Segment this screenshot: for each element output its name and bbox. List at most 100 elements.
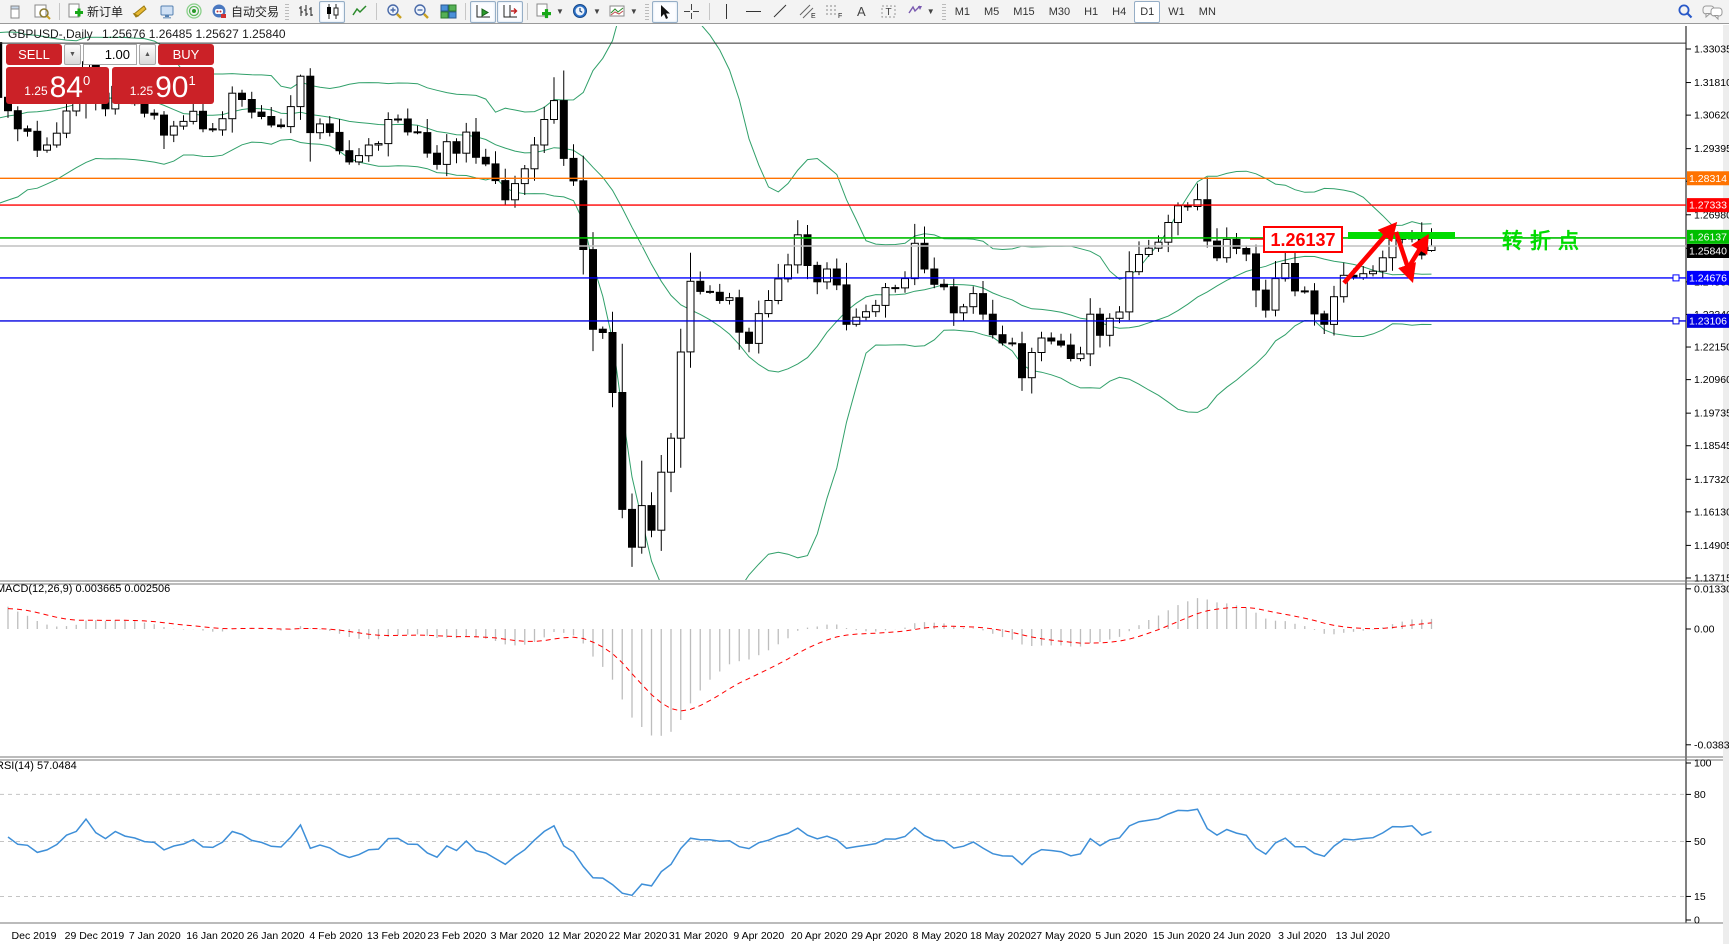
sell-price-pip: 0 — [83, 73, 91, 88]
candle-body — [1105, 317, 1114, 336]
timeframe-button-M30[interactable]: M30 — [1048, 5, 1071, 18]
date-tick-label: 20 Apr 2020 — [791, 930, 848, 942]
candle-body — [530, 144, 539, 170]
candle-body — [608, 332, 617, 393]
timeframe-button-D1[interactable]: D1 — [1134, 0, 1161, 23]
line-chart-button[interactable] — [346, 1, 372, 23]
zigzag-arrow[interactable] — [1342, 221, 1398, 285]
fibonacci-button[interactable]: F — [822, 1, 848, 23]
candle-body — [1261, 289, 1270, 311]
bar-chart-button[interactable] — [292, 1, 318, 23]
one-click-trading-panel: SELL ▼ 1.00 ▲ BUY 1.25 84 0 1.25 90 1 — [6, 44, 214, 104]
hline-handle[interactable] — [1672, 274, 1680, 282]
candles-layer — [0, 42, 1436, 567]
date-tick-label: 26 Jan 2020 — [247, 930, 305, 942]
toolbar-separator — [708, 3, 710, 20]
new-order-button[interactable]: 新订单 — [64, 1, 126, 23]
search-button[interactable] — [1672, 1, 1698, 23]
buy-quote-button[interactable]: 1.25 90 1 — [111, 67, 214, 104]
style-button[interactable] — [127, 1, 153, 23]
arrows-button[interactable]: ▼ — [903, 1, 939, 23]
text-button[interactable]: A — [849, 1, 875, 23]
candle-body — [618, 392, 627, 510]
chart-title: GBPUSD-,Daily 1.25676 1.26485 1.25627 1.… — [8, 27, 286, 41]
sell-button[interactable]: SELL — [6, 44, 62, 65]
zoom-in-button[interactable] — [381, 1, 407, 23]
rsi-panel — [0, 793, 1686, 897]
hline-handle[interactable] — [1672, 317, 1680, 325]
candle-body — [442, 141, 451, 165]
signal-button[interactable] — [181, 1, 207, 23]
terminal-button[interactable] — [154, 1, 180, 23]
new-order-icon — [67, 3, 84, 20]
volume-decrement-button[interactable]: ▼ — [64, 44, 81, 65]
channel-button[interactable]: E — [795, 1, 821, 23]
window-edge — [1723, 25, 1729, 944]
volume-increment-button[interactable]: ▲ — [139, 44, 156, 65]
chat-button[interactable] — [1699, 1, 1727, 23]
bollinger-middle-band — [0, 97, 1432, 373]
highlight-bar[interactable] — [1348, 232, 1455, 239]
tile-windows-button[interactable] — [435, 1, 461, 23]
candle-body — [793, 234, 802, 266]
timeframe-button-MN[interactable]: MN — [1198, 5, 1216, 18]
crosshair-button[interactable] — [679, 1, 705, 23]
new-chart-icon — [535, 3, 552, 20]
candle-body — [189, 110, 198, 122]
candle-body — [647, 505, 656, 531]
candle-body — [891, 287, 900, 290]
candle-body — [628, 508, 636, 548]
autotrading-button[interactable]: 自动交易 — [208, 1, 282, 23]
svg-text:A: A — [857, 4, 866, 19]
sell-quote-button[interactable]: 1.25 84 0 — [6, 67, 109, 104]
timeframe-button-H4[interactable]: H4 — [1112, 5, 1127, 18]
horizontal-line-button[interactable] — [741, 1, 767, 23]
auto-scroll-button[interactable] — [470, 0, 497, 23]
candle-body — [784, 264, 792, 280]
rsi-indicator-label: RSI(14) 57.0484 — [0, 760, 77, 772]
rsi-tick-label: 50 — [1694, 836, 1706, 848]
candle-body — [1232, 238, 1241, 249]
trendline-button[interactable] — [768, 1, 794, 23]
price-badge-label: 1.25840 — [1689, 245, 1727, 257]
date-tick-label: 13 Jul 2020 — [1336, 930, 1390, 942]
data-window-button[interactable] — [29, 1, 55, 23]
price-callout-text: 1.26137 — [1270, 230, 1335, 250]
timeframe-button-M5[interactable]: M5 — [984, 5, 1000, 18]
volume-input[interactable]: 1.00 — [83, 44, 137, 65]
vertical-line-button[interactable] — [714, 1, 740, 23]
new-chart-button[interactable]: ▼ — [532, 1, 568, 23]
timeframe-button-M15[interactable]: M15 — [1013, 5, 1035, 18]
timeframe-group: M1 M5 M15 M30 H1 H4 D1 W1 MN — [949, 0, 1222, 23]
price-callout-box[interactable] — [1263, 226, 1343, 253]
templates-button[interactable]: ▼ — [606, 1, 642, 23]
candle-body — [910, 242, 919, 280]
timeframe-button-W1[interactable]: W1 — [1168, 5, 1185, 18]
chart-shift-button[interactable] — [497, 0, 524, 23]
buy-button[interactable]: BUY — [158, 44, 214, 65]
candle-body — [813, 264, 822, 283]
zigzag-arrow[interactable] — [1405, 233, 1429, 272]
horizontal-line-icon — [745, 5, 762, 18]
zoom-out-button[interactable] — [408, 1, 434, 23]
chart-title-symbol: GBPUSD-,Daily — [8, 27, 93, 41]
periods-button[interactable]: ▼ — [569, 1, 605, 23]
rsi-tick-label: 80 — [1694, 789, 1706, 801]
candle-body — [901, 278, 909, 289]
timeframe-button-H1[interactable]: H1 — [1084, 5, 1099, 18]
candle-body — [832, 268, 841, 286]
candle-body — [238, 92, 246, 100]
candle-body — [988, 313, 997, 336]
candle-body — [140, 103, 149, 114]
text-label-button[interactable]: T — [876, 1, 902, 23]
bollinger-lower-band — [0, 138, 1432, 580]
candle-body — [423, 132, 432, 154]
candle-body — [413, 131, 422, 134]
timeframe-button-M1[interactable]: M1 — [954, 5, 970, 18]
macd-panel — [7, 598, 1433, 736]
chart-window-button[interactable] — [2, 1, 28, 23]
cursor-button[interactable] — [651, 0, 678, 23]
candlestick-chart-button[interactable] — [319, 0, 346, 23]
candle-body — [23, 128, 32, 132]
